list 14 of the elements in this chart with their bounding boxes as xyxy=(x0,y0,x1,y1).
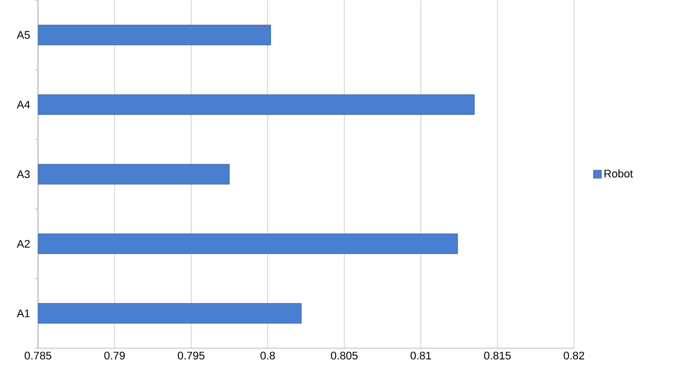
y-tick-label: A3 xyxy=(16,170,30,178)
x-tick-label: 0.815 xyxy=(484,352,511,360)
x-tick-label: 0.8 xyxy=(260,352,275,360)
y-tick-label: A5 xyxy=(16,31,30,39)
x-tick-label: 0.79 xyxy=(104,352,125,360)
y-tick-label: A1 xyxy=(16,310,30,318)
x-tick-label: 0.82 xyxy=(564,352,584,360)
x-tick-label: 0.81 xyxy=(410,352,432,360)
legend-label: Robot xyxy=(604,169,633,178)
y-tick-label: A4 xyxy=(16,100,30,108)
y-tick-label: A2 xyxy=(16,240,30,248)
x-tick-label: 0.795 xyxy=(178,352,204,360)
x-tick-label: 0.805 xyxy=(330,352,358,360)
x-tick-label: 0.785 xyxy=(24,352,52,360)
